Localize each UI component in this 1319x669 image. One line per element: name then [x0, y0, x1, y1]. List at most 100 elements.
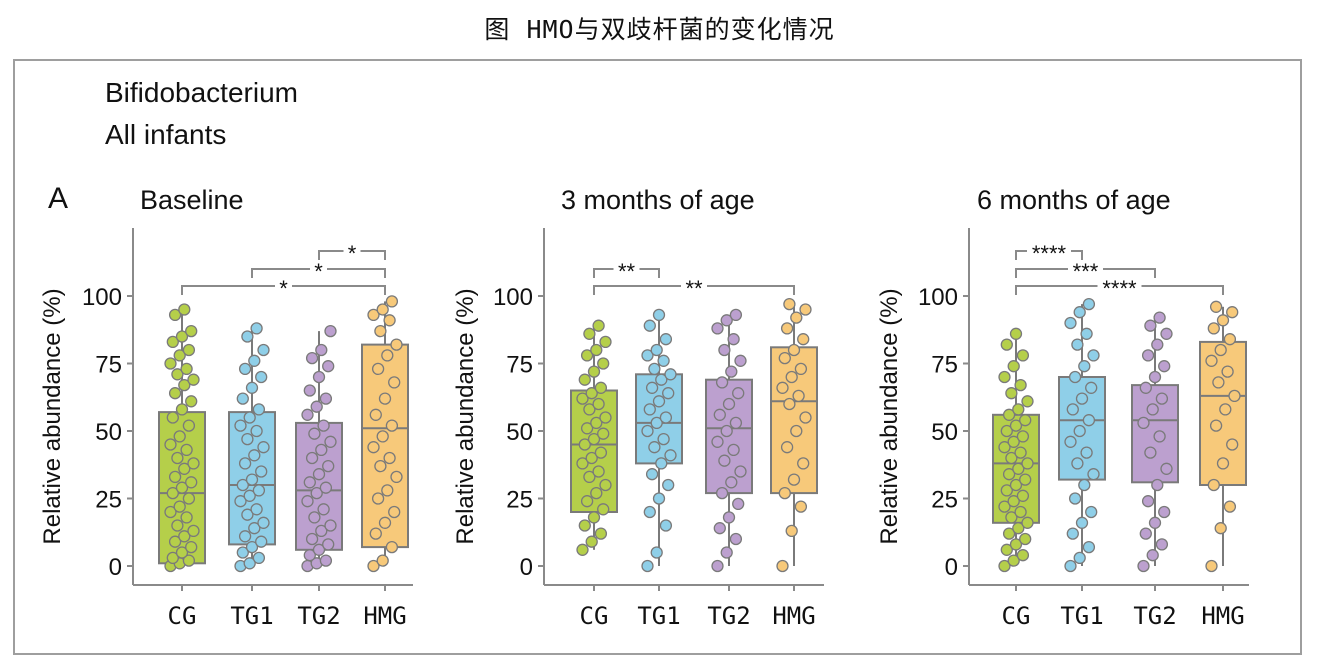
- significance-bracket: ***: [1015, 259, 1156, 284]
- data-point: [576, 457, 589, 470]
- data-point: [797, 457, 810, 470]
- x-tick-label: TG1: [1060, 602, 1103, 630]
- data-point: [1082, 540, 1096, 554]
- data-point: [1014, 446, 1027, 459]
- data-point: [590, 486, 603, 500]
- data-point: [1000, 484, 1013, 497]
- data-point: [383, 451, 396, 465]
- data-point: [166, 551, 179, 565]
- significance-label: **: [685, 276, 703, 301]
- data-point: [250, 322, 263, 335]
- data-point: [1002, 408, 1016, 421]
- data-point: [1078, 360, 1091, 373]
- data-point: [1146, 403, 1159, 416]
- data-point: [1009, 419, 1023, 432]
- data-point: [998, 500, 1011, 513]
- data-point: [711, 322, 724, 335]
- data-point: [1012, 522, 1025, 535]
- data-point: [1214, 522, 1227, 535]
- data-point: [576, 543, 589, 556]
- data-point: [173, 430, 186, 443]
- data-point: [1082, 297, 1096, 311]
- data-point: [998, 559, 1011, 573]
- y-tick-label: 25: [95, 487, 122, 514]
- data-point: [1064, 559, 1077, 573]
- data-point: [166, 486, 179, 500]
- bracket-label-bg: [613, 261, 640, 275]
- data-point: [645, 468, 659, 481]
- data-point: [715, 376, 729, 389]
- y-axis-label: Relative abundance (%): [452, 288, 479, 544]
- data-point: [245, 540, 259, 554]
- data-point: [1007, 554, 1020, 567]
- data-point: [255, 535, 268, 548]
- data-point: [585, 535, 598, 548]
- significance-bracket: *: [181, 276, 386, 301]
- data-point: [1226, 306, 1239, 319]
- data-point: [643, 505, 656, 519]
- significance-bracket: *: [251, 259, 386, 284]
- panel-3: 6 months of age Relative abundance (%) 0 25…: [876, 185, 1249, 630]
- data-point: [998, 370, 1011, 384]
- data-point: [243, 411, 256, 424]
- data-point: [578, 519, 591, 532]
- data-point: [173, 500, 186, 513]
- data-point: [718, 454, 731, 467]
- data-point: [178, 378, 191, 392]
- x-tick-label: TG2: [297, 602, 340, 630]
- data-point: [164, 438, 177, 451]
- data-point: [168, 470, 182, 484]
- data-point: [322, 459, 335, 473]
- data-point: [780, 441, 794, 454]
- data-point: [1005, 451, 1018, 465]
- data-point: [301, 495, 314, 508]
- data-point: [378, 516, 392, 529]
- y-axis-label: Relative abundance (%): [39, 288, 66, 544]
- data-point: [778, 486, 791, 500]
- y-tick-label: 50: [95, 419, 122, 446]
- data-point: [257, 441, 270, 454]
- bracket-label-bg: [1027, 243, 1071, 257]
- data-point: [1144, 446, 1157, 459]
- data-point: [585, 451, 598, 465]
- data-point: [597, 357, 610, 370]
- data-point: [1205, 354, 1218, 367]
- data-point: [1158, 360, 1171, 373]
- data-point: [367, 559, 380, 573]
- data-point: [1080, 327, 1093, 340]
- data-point: [787, 343, 801, 357]
- data-point: [1155, 538, 1169, 551]
- data-point: [587, 365, 601, 378]
- data-point: [168, 387, 182, 400]
- data-point: [1002, 468, 1016, 481]
- data-point: [1073, 424, 1086, 438]
- data-point: [1228, 389, 1241, 403]
- data-point: [173, 349, 186, 362]
- data-point: [643, 403, 656, 416]
- data-point: [178, 303, 191, 316]
- data-point: [652, 492, 666, 505]
- data-point: [664, 449, 677, 462]
- data-point: [641, 424, 654, 438]
- data-point: [725, 476, 738, 489]
- data-point: [182, 492, 196, 505]
- data-point: [236, 478, 249, 492]
- data-point: [578, 373, 591, 386]
- data-point: [301, 408, 314, 421]
- data-point: [308, 511, 321, 524]
- data-point: [1151, 338, 1164, 351]
- data-point: [180, 362, 193, 376]
- data-point: [376, 430, 389, 443]
- data-point: [1153, 311, 1166, 324]
- data-point: [715, 486, 729, 500]
- data-point: [576, 392, 589, 405]
- data-point: [182, 343, 196, 357]
- data-point: [238, 362, 252, 376]
- data-point: [650, 546, 663, 559]
- data-point: [319, 392, 333, 405]
- data-point: [315, 524, 328, 538]
- data-point: [794, 500, 808, 513]
- data-point: [243, 557, 256, 570]
- data-point: [324, 324, 337, 338]
- data-point: [182, 419, 196, 432]
